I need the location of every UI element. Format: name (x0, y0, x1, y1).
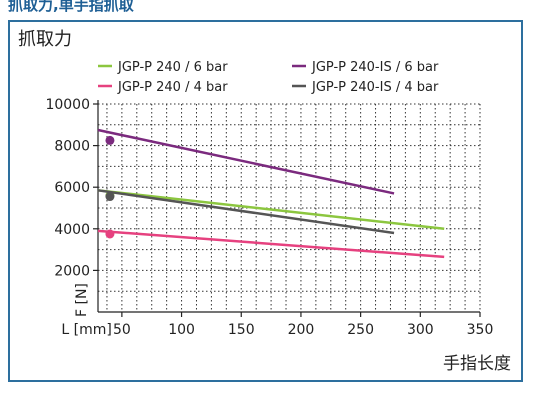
series-line-1 (97, 189, 445, 231)
legend-label-1: JGP-P 240 / 6 bar (117, 60, 228, 75)
x-axis-title: 手指长度 (443, 354, 511, 374)
x-tick-label: 100 (168, 322, 195, 338)
series-line-4 (97, 189, 395, 235)
series-line-3 (97, 229, 445, 259)
x-tick-label: 300 (407, 322, 434, 338)
y-tick-label: 10000 (45, 97, 90, 113)
y-tick-label: 6000 (54, 180, 90, 196)
y-tick-label: 4000 (54, 222, 90, 238)
page-caption: 抓取力,单手指抓取 (8, 0, 134, 14)
chart-frame: 抓取力 手指长度 (8, 20, 523, 382)
series-marker-2 (105, 135, 115, 145)
x-tick-label: 150 (228, 322, 255, 338)
series-line-2 (97, 128, 395, 195)
y-tick-label: 8000 (54, 139, 90, 155)
y-tick-label: 2000 (54, 263, 90, 279)
legend-label-4: JGP-P 240-IS / 4 bar (311, 80, 439, 95)
x-unit-label: L [mm] (61, 322, 111, 338)
x-tick-label: 250 (347, 322, 374, 338)
x-tick-label: 350 (467, 322, 494, 338)
legend-label-2: JGP-P 240-IS / 6 bar (311, 60, 439, 75)
y-axis-label: F [N] (74, 283, 90, 317)
chart-title: 抓取力 (18, 29, 72, 50)
legend-label-3: JGP-P 240 / 4 bar (117, 80, 228, 95)
x-tick-label: 200 (288, 322, 315, 338)
series-marker-3 (105, 229, 115, 239)
x-tick-label: 50 (113, 322, 131, 338)
series-marker-4 (105, 192, 115, 202)
